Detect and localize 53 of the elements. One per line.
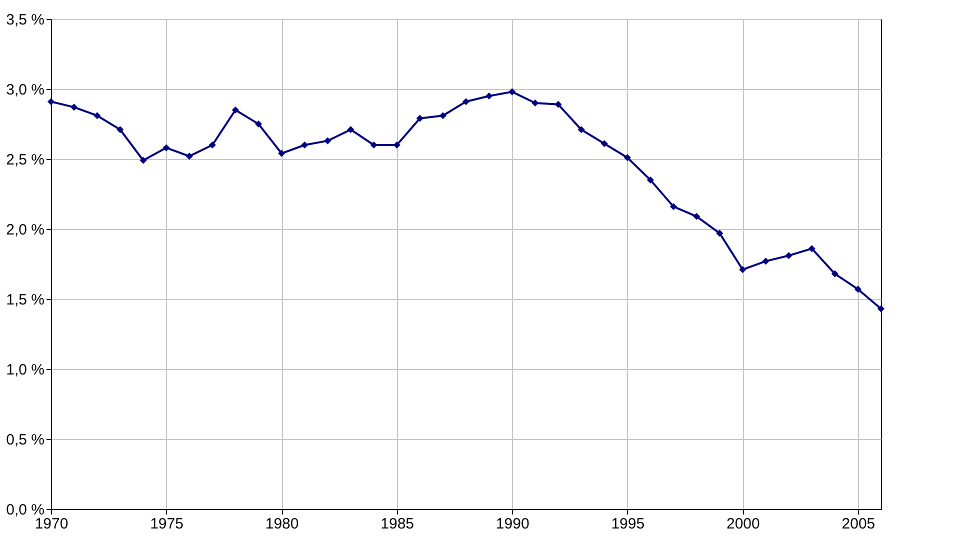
point <box>716 230 724 237</box>
point <box>624 154 631 162</box>
point <box>393 141 400 149</box>
y-tick-label: 0,0 % <box>6 502 44 518</box>
point <box>486 92 493 100</box>
point <box>532 99 539 107</box>
point <box>370 141 378 149</box>
point <box>254 120 262 128</box>
y-tick-label: 3,5 % <box>6 12 44 28</box>
point <box>94 112 101 120</box>
x-tick-label: 1985 <box>380 516 414 532</box>
point <box>670 203 678 210</box>
point <box>47 98 55 106</box>
y-tick-label: 1,0 % <box>6 362 44 378</box>
point <box>439 112 446 120</box>
point <box>877 305 885 312</box>
point <box>186 152 193 160</box>
point <box>140 156 147 164</box>
y-tick-label: 1,5 % <box>6 292 44 308</box>
point <box>162 144 170 152</box>
point <box>646 176 654 184</box>
x-tick-label: 1995 <box>611 516 645 532</box>
y-tick-label: 3,0 % <box>6 82 44 98</box>
point <box>808 245 816 252</box>
point <box>416 114 424 122</box>
point <box>762 258 770 265</box>
y-tick-label: 0,5 % <box>6 432 44 448</box>
y-tick-label: 2,5 % <box>6 152 44 168</box>
x-tick-label: 1975 <box>150 516 184 532</box>
point <box>208 141 216 149</box>
point <box>508 88 516 96</box>
point <box>831 270 838 278</box>
point <box>854 286 862 293</box>
point <box>347 126 354 134</box>
point <box>116 126 124 134</box>
x-tick-label: 1990 <box>496 516 530 532</box>
point <box>600 140 608 148</box>
point <box>324 137 332 144</box>
point <box>232 106 239 114</box>
point <box>462 98 470 106</box>
x-tick-label: 2005 <box>842 516 876 532</box>
point <box>739 266 746 274</box>
point <box>554 100 562 108</box>
y-tick-label: 2,0 % <box>6 222 44 238</box>
x-tick-label: 2000 <box>726 516 760 532</box>
point <box>578 126 585 134</box>
point <box>693 212 700 220</box>
point <box>785 252 792 260</box>
point <box>278 150 286 157</box>
point <box>301 141 308 149</box>
x-tick-label: 1970 <box>34 516 68 532</box>
x-tick-label: 1980 <box>265 516 299 532</box>
point <box>70 104 78 111</box>
